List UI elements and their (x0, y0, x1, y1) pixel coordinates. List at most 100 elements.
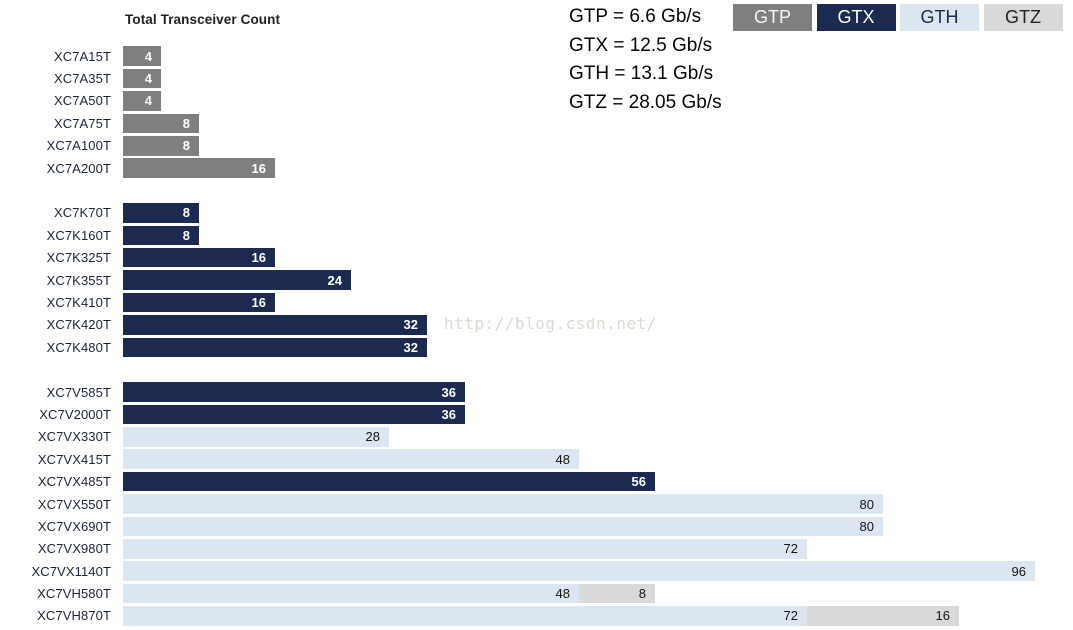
group-gap (0, 179, 1073, 201)
row-label: XC7V585T (46, 384, 111, 400)
chart-legend: GTP GTX GTH GTZ (733, 4, 1063, 31)
row-label: XC7VX415T (37, 451, 111, 467)
bar-segment-gtp: 8 (123, 113, 199, 134)
chart-row: XC7A100T 8 (0, 135, 1073, 157)
bar-segment-gtz: 16 (807, 606, 959, 626)
bar-segment-gth: 28 (123, 427, 389, 447)
bar-stack: 16 (123, 292, 275, 313)
bar-stack: 96 (123, 561, 1035, 581)
bar-segment-gtx: 24 (123, 270, 351, 290)
bar-stack: 4 (123, 91, 161, 111)
bar-stack: 36 (123, 382, 465, 402)
bar-stack: 8 (123, 113, 199, 134)
chart-row: XC7VX485T 56 (0, 470, 1073, 492)
bar-stack: 32 (123, 315, 427, 335)
chart-row: XC7K420T 32 (0, 314, 1073, 336)
chart-row: XC7VX1140T 96 (0, 560, 1073, 582)
bar-stack: 8 (123, 225, 199, 246)
chart-row: XC7VX690T 80 (0, 515, 1073, 537)
bar-segment-gtp: 4 (123, 46, 161, 66)
transceiver-speed-notes: GTP = 6.6 Gb/s GTX = 12.5 Gb/s GTH = 13.1 … (569, 3, 722, 117)
chart-row: XC7A200T 16 (0, 157, 1073, 179)
bar-segment-gtx: 16 (123, 292, 275, 313)
bar-stack: 16 (123, 247, 275, 268)
bar-segment-gtx: 16 (123, 247, 275, 268)
speed-note-line: GTH = 13.1 Gb/s (569, 63, 714, 85)
row-label: XC7K480T (46, 339, 111, 355)
bar-stack: 8 (123, 203, 199, 223)
bar-segment-gtp: 4 (123, 68, 161, 89)
bar-stack: 56 (123, 471, 655, 492)
row-label: XC7K325T (46, 250, 111, 266)
chart-row: XC7K160T 8 (0, 224, 1073, 246)
chart-row: XC7VX550T 80 (0, 493, 1073, 515)
chart-row: XC7K480T 32 (0, 336, 1073, 358)
bar-segment-gth: 48 (123, 583, 579, 604)
chart-row: XC7K70T 8 (0, 202, 1073, 224)
chart-title: Total Transceiver Count (125, 12, 281, 27)
bar-stack: 48 8 (123, 583, 655, 604)
legend-item-gth: GTH (900, 4, 979, 31)
chart-row: XC7VX330T 28 (0, 426, 1073, 448)
bar-segment-gtp: 8 (123, 136, 199, 156)
row-label: XC7V2000T (39, 406, 111, 422)
bar-segment-gtx: 8 (123, 225, 199, 246)
bar-rows-area: XC7A15T 4 XC7A35T 4 XC7A50T 4 XC7A75T 8 XC7A100T… (0, 45, 1073, 627)
chart-row: XC7VH870T 72 16 (0, 605, 1073, 627)
bar-segment-gtx: 8 (123, 203, 199, 223)
bar-segment-gtx: 36 (123, 404, 465, 425)
row-label: XC7A35T (53, 71, 111, 87)
row-label: XC7VX690T (37, 518, 111, 534)
row-label: XC7A100T (46, 138, 111, 154)
bar-stack: 32 (123, 337, 427, 358)
speed-note-line: GTZ = 28.05 Gb/s (569, 91, 722, 113)
chart-row: XC7A35T 4 (0, 67, 1073, 89)
row-label: XC7A75T (53, 115, 111, 131)
bar-segment-gtp: 4 (123, 91, 161, 111)
row-label: XC7K355T (46, 272, 111, 288)
bar-stack: 24 (123, 270, 351, 290)
bar-stack: 16 (123, 158, 275, 178)
bar-segment-gtp: 16 (123, 158, 275, 178)
row-label: XC7VH580T (37, 586, 111, 602)
speed-note-line: GTX = 12.5 Gb/s (569, 34, 713, 56)
chart-row: XC7V2000T 36 (0, 403, 1073, 425)
row-label: XC7VX330T (37, 429, 111, 445)
bar-segment-gth: 48 (123, 449, 579, 469)
bar-stack: 72 16 (123, 606, 959, 626)
bar-segment-gth: 80 (123, 494, 883, 514)
row-label: XC7K420T (46, 317, 111, 333)
group-gap (0, 358, 1073, 380)
bar-segment-gtx: 36 (123, 382, 465, 402)
row-label: XC7VH870T (37, 608, 111, 624)
chart-row: XC7VX415T 48 (0, 448, 1073, 470)
row-label: XC7VX485T (37, 474, 111, 490)
bar-segment-gtx: 32 (123, 337, 427, 358)
speed-note-line: GTP = 6.6 Gb/s (569, 6, 702, 27)
chart-row: XC7K410T 16 (0, 291, 1073, 313)
chart-row: XC7A50T 4 (0, 90, 1073, 112)
chart-row: XC7A75T 8 (0, 112, 1073, 134)
bar-segment-gth: 96 (123, 561, 1035, 581)
chart-row: XC7VX980T 72 (0, 538, 1073, 560)
row-label: XC7VX980T (37, 541, 111, 557)
row-label: XC7K160T (46, 227, 111, 243)
row-label: XC7K410T (46, 294, 111, 310)
bar-stack: 28 (123, 427, 389, 447)
row-label: XC7VX550T (37, 496, 111, 512)
legend-item-gtz: GTZ (983, 4, 1063, 31)
bar-segment-gth: 80 (123, 516, 883, 537)
bar-stack: 4 (123, 46, 161, 66)
chart-row: XC7V585T 36 (0, 381, 1073, 403)
bar-stack: 8 (123, 136, 199, 156)
legend-item-gtx: GTX (816, 4, 896, 31)
chart-row: XC7K325T 16 (0, 247, 1073, 269)
bar-stack: 80 (123, 494, 883, 514)
row-label: XC7K70T (53, 205, 111, 221)
bar-stack: 4 (123, 68, 161, 89)
row-label: XC7A50T (53, 93, 111, 109)
bar-stack: 48 (123, 449, 579, 469)
bar-stack: 80 (123, 516, 883, 537)
chart-row: XC7K355T 24 (0, 269, 1073, 291)
